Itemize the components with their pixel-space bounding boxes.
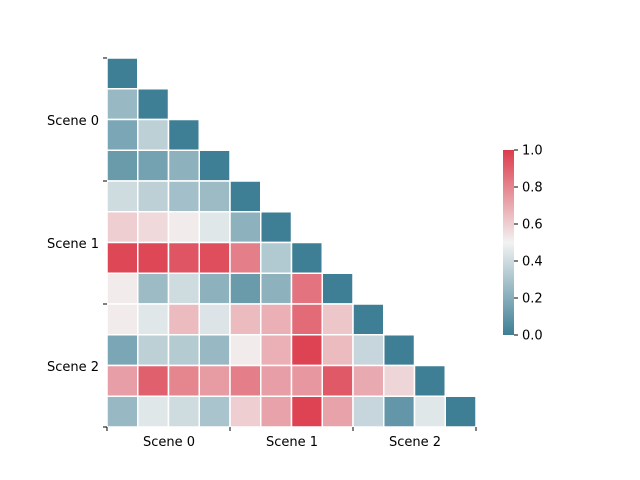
y-tick-label: Scene 0 (47, 114, 99, 129)
heatmap-cell (167, 149, 200, 182)
colorbar-tick-label: 0.2 (522, 292, 543, 307)
heatmap-cell (167, 241, 200, 274)
heatmap-cell (106, 395, 139, 428)
heatmap-cell (106, 118, 139, 151)
heatmap-cell (290, 364, 323, 397)
heatmap-cell (290, 241, 323, 274)
y-tick-label: Scene 1 (47, 237, 99, 252)
x-tick-label: Scene 1 (266, 435, 318, 450)
x-axis-labels: Scene 0 Scene 1 Scene 2 (143, 435, 441, 450)
y-axis-labels: Scene 0 Scene 1 Scene 2 (47, 114, 99, 375)
heatmap-cell (413, 364, 446, 397)
colorbar-tick-label: 1.0 (522, 144, 543, 159)
heatmap-cell (106, 241, 139, 274)
heatmap-cell (260, 303, 293, 336)
heatmap-cell (321, 364, 354, 397)
heatmap-cell (383, 395, 416, 428)
heatmap-cell (198, 180, 231, 213)
heatmap-cell (321, 272, 354, 305)
heatmap-cell (106, 88, 139, 121)
heatmap-cell (167, 272, 200, 305)
heatmap-cell (290, 334, 323, 367)
heatmap-cell (106, 180, 139, 213)
x-tick-label: Scene 2 (389, 435, 441, 450)
heatmap-cells (106, 57, 477, 428)
heatmap-cell (106, 211, 139, 244)
heatmap-cell (290, 395, 323, 428)
heatmap-cell (352, 395, 385, 428)
heatmap-cell (137, 241, 170, 274)
heatmap-axes (103, 57, 477, 431)
heatmap-cell (137, 149, 170, 182)
heatmap-cell (229, 364, 262, 397)
heatmap-cell (198, 272, 231, 305)
y-tick-label: Scene 2 (47, 360, 99, 375)
heatmap-cell (106, 57, 139, 90)
heatmap-cell (260, 364, 293, 397)
heatmap-cell (137, 180, 170, 213)
heatmap-cell (260, 241, 293, 274)
heatmap-cell (321, 334, 354, 367)
heatmap-cell (167, 303, 200, 336)
heatmap-cell (321, 303, 354, 336)
heatmap-cell (137, 272, 170, 305)
heatmap-cell (198, 334, 231, 367)
heatmap-cell (106, 149, 139, 182)
heatmap-cell (229, 303, 262, 336)
heatmap-cell (290, 272, 323, 305)
heatmap-cell (198, 241, 231, 274)
heatmap-cell (167, 118, 200, 151)
colorbar-tick-label: 0.0 (522, 329, 543, 344)
heatmap-cell (352, 334, 385, 367)
heatmap-cell (260, 272, 293, 305)
heatmap-cell (198, 149, 231, 182)
heatmap-cell (167, 364, 200, 397)
heatmap-cell (106, 303, 139, 336)
heatmap-cell (198, 211, 231, 244)
heatmap-cell (444, 395, 477, 428)
heatmap-cell (137, 303, 170, 336)
heatmap-cell (137, 334, 170, 367)
heatmap-cell (137, 118, 170, 151)
heatmap-cell (229, 334, 262, 367)
heatmap-cell (260, 334, 293, 367)
colorbar (503, 150, 514, 335)
heatmap-cell (137, 88, 170, 121)
heatmap-cell (352, 303, 385, 336)
heatmap-cell (106, 272, 139, 305)
colorbar-tick-label: 0.6 (522, 218, 543, 233)
colorbar-tick-label: 0.8 (522, 181, 543, 196)
heatmap-cell (167, 211, 200, 244)
heatmap-cell (290, 303, 323, 336)
heatmap-cell (321, 395, 354, 428)
heatmap-cell (106, 364, 139, 397)
heatmap-cell (137, 395, 170, 428)
heatmap-cell (260, 211, 293, 244)
heatmap-cell (198, 303, 231, 336)
heatmap-cell (383, 334, 416, 367)
heatmap-cell (229, 395, 262, 428)
heatmap-cell (229, 272, 262, 305)
heatmap-cell (260, 395, 293, 428)
colorbar-ticks: 0.0 0.2 0.4 0.6 0.8 1.0 (514, 144, 543, 344)
heatmap-cell (198, 395, 231, 428)
heatmap-cell (383, 364, 416, 397)
heatmap-cell (198, 364, 231, 397)
heatmap-cell (167, 180, 200, 213)
heatmap-cell (229, 241, 262, 274)
heatmap-cell (352, 364, 385, 397)
x-tick-label: Scene 0 (143, 435, 195, 450)
colorbar-gradient (503, 150, 514, 335)
heatmap-cell (229, 180, 262, 213)
colorbar-tick-label: 0.4 (522, 255, 543, 270)
heatmap-cell (229, 211, 262, 244)
heatmap-cell (167, 334, 200, 367)
heatmap-cell (106, 334, 139, 367)
heatmap-cell (167, 395, 200, 428)
heatmap-cell (137, 211, 170, 244)
heatmap-cell (413, 395, 446, 428)
heatmap-cell (137, 364, 170, 397)
